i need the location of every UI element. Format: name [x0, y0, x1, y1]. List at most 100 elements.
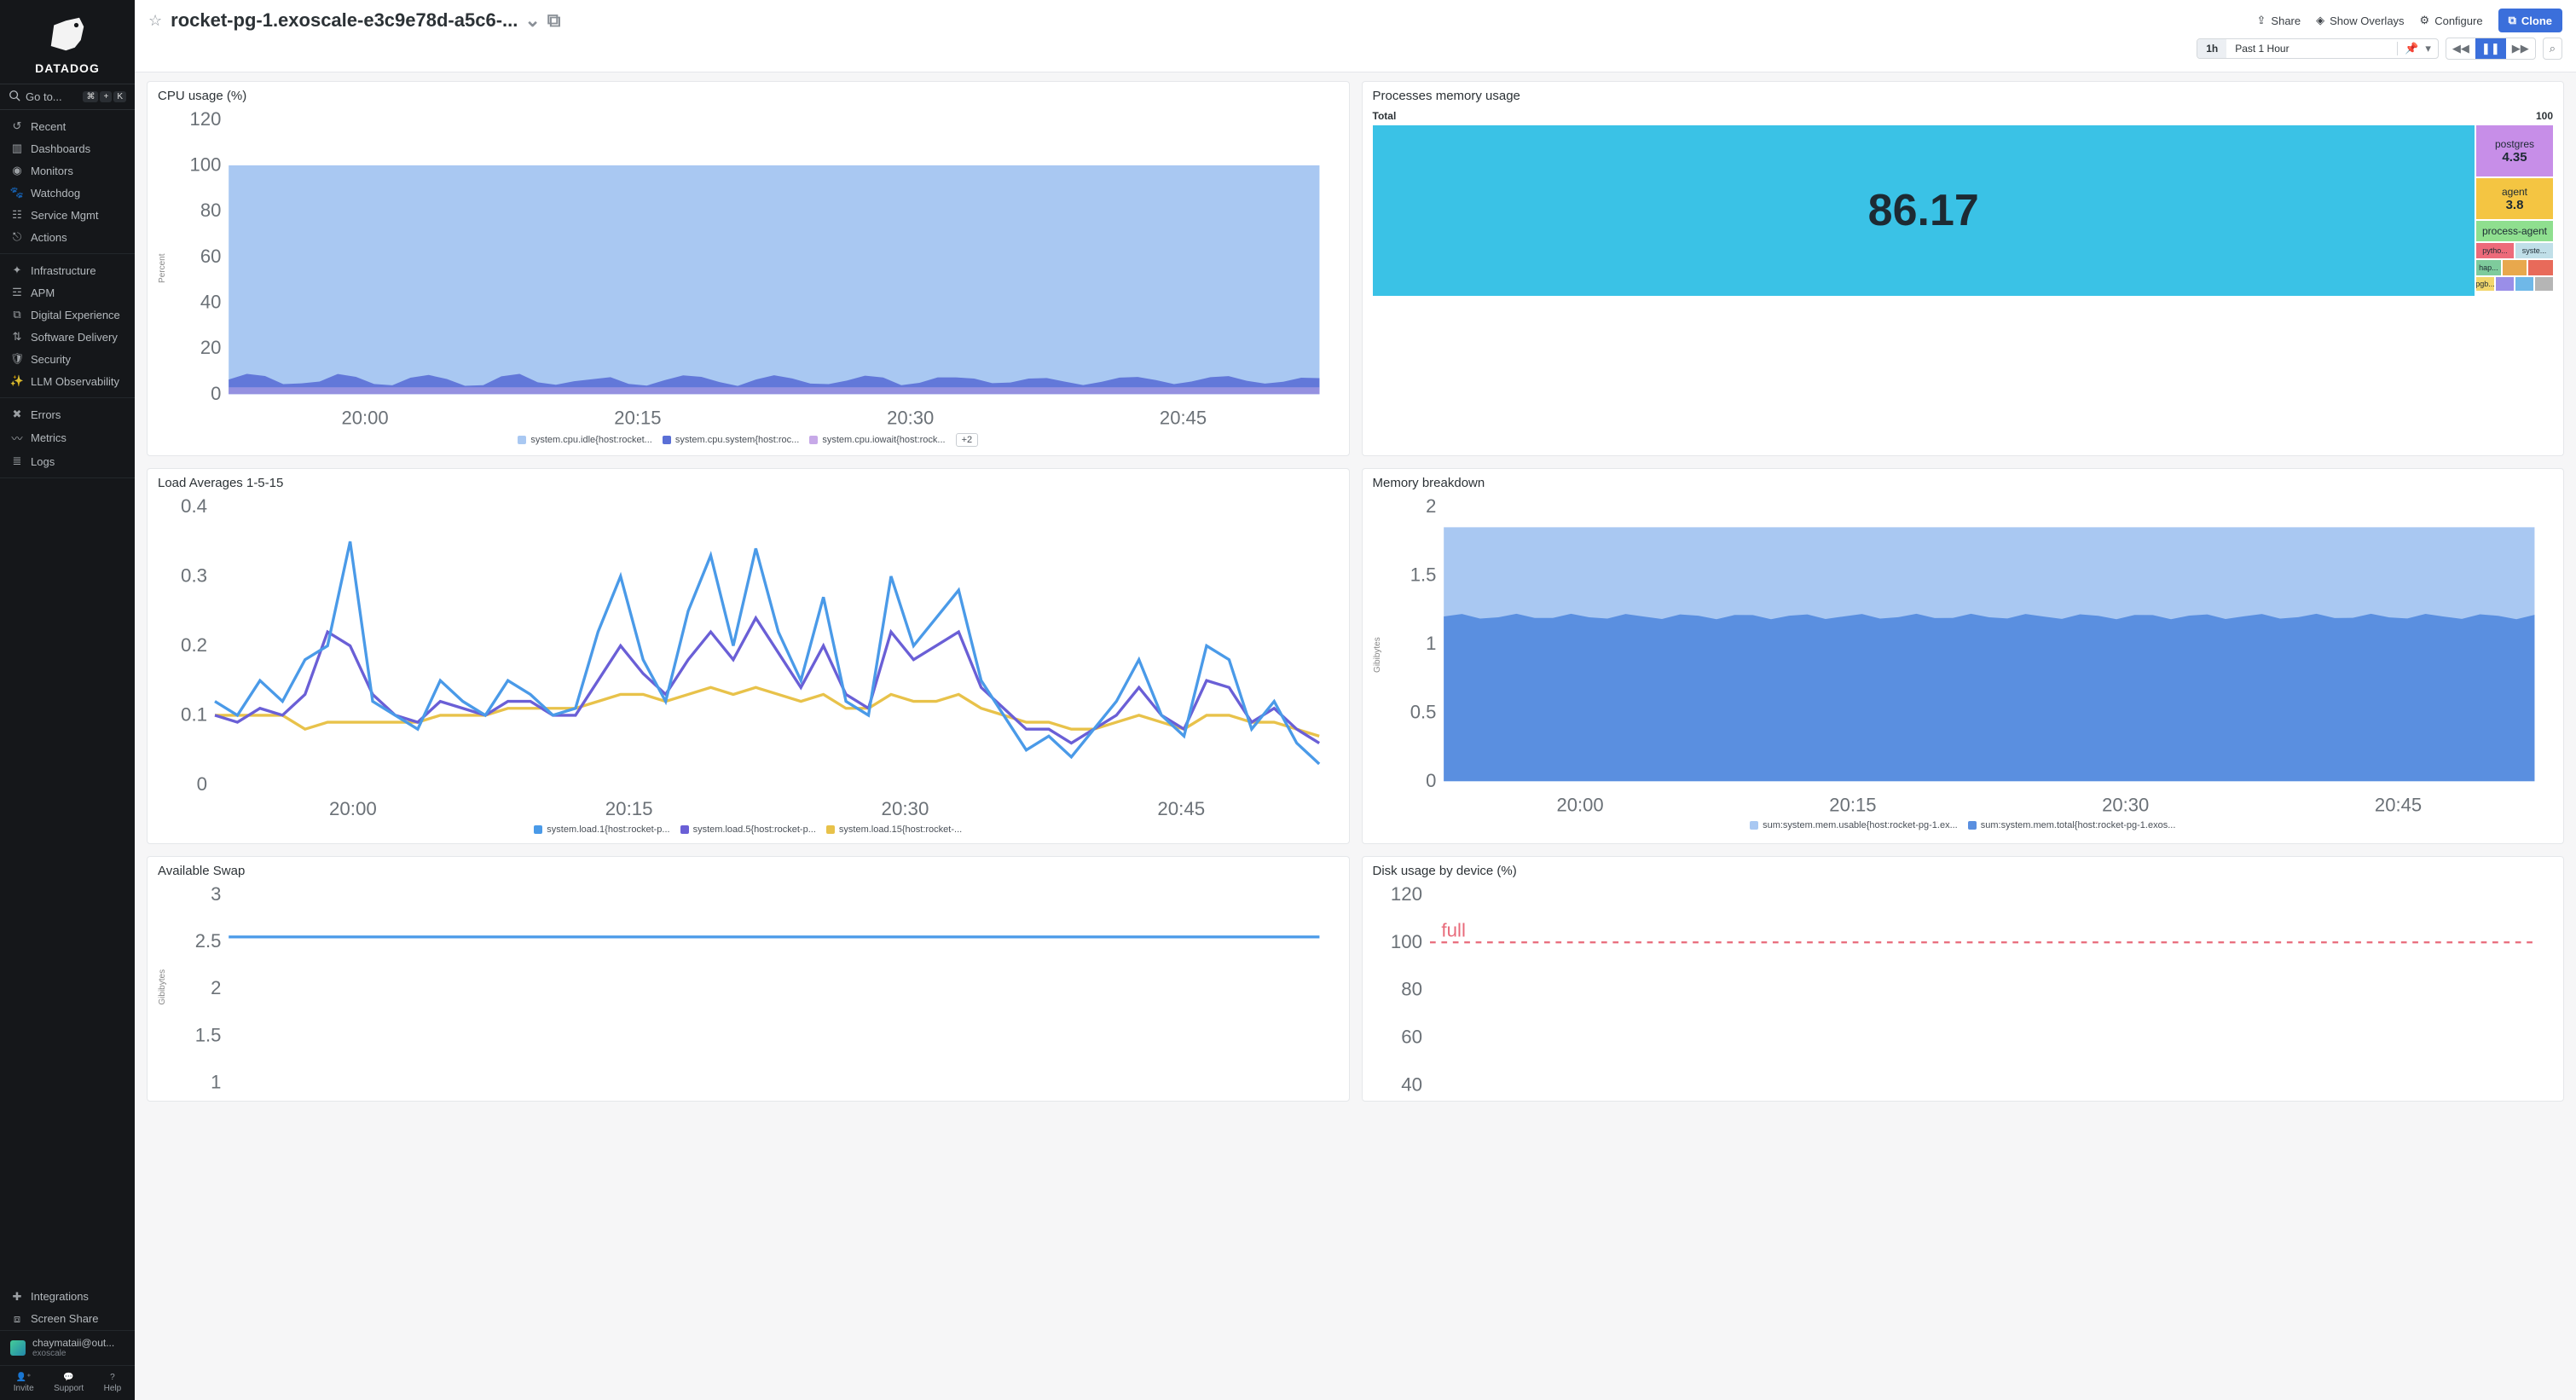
sidebar-item-label: APM: [31, 286, 55, 299]
support-icon: 💬: [63, 1373, 73, 1382]
share-button[interactable]: ⇪ Share: [2257, 14, 2301, 27]
svg-text:full: full: [1441, 919, 1466, 940]
svg-text:1: 1: [1426, 633, 1436, 654]
svg-text:20:30: 20:30: [882, 798, 929, 819]
treemap-cell[interactable]: [2503, 260, 2527, 275]
swap-chart[interactable]: 11.522.53: [172, 883, 1339, 1090]
pause-button[interactable]: ❚❚: [2475, 38, 2506, 59]
treemap-cell[interactable]: pgb...: [2476, 277, 2494, 291]
sidebar-item-integrations[interactable]: ✚ Integrations: [0, 1286, 135, 1308]
user-email: chaymataii@out...: [32, 1338, 114, 1349]
llm-icon: ✨: [10, 374, 24, 388]
treemap-cell[interactable]: [2528, 260, 2553, 275]
treemap[interactable]: 86.17 postgres4.35 agent3.8 process-agen…: [1373, 125, 2554, 296]
legend-item[interactable]: system.cpu.system{host:roc...: [663, 435, 800, 445]
disk-chart[interactable]: full406080100120: [1373, 883, 2554, 1093]
search-icon: [9, 90, 20, 104]
sidebar-item-label: Actions: [31, 231, 67, 244]
time-label[interactable]: Past 1 Hour: [2226, 39, 2397, 58]
zoom-button[interactable]: ⌕: [2543, 38, 2562, 60]
sidebar-item-infrastructure[interactable]: ✦ Infrastructure: [0, 259, 135, 281]
treemap-cell[interactable]: process-agent: [2476, 221, 2553, 241]
sidebar-item-recent[interactable]: ↺ Recent: [0, 115, 135, 137]
invite-button[interactable]: 👤⁺ Invite: [14, 1373, 34, 1393]
forward-button[interactable]: ▶▶: [2506, 38, 2535, 59]
treemap-cell[interactable]: syste...: [2515, 243, 2553, 258]
load-chart[interactable]: 00.10.20.30.420:0020:1520:3020:45: [158, 495, 1339, 819]
treemap-cell[interactable]: pytho...: [2476, 243, 2514, 258]
sidebar-item-label: Recent: [31, 120, 66, 133]
panel-title: Available Swap: [158, 864, 1339, 878]
sidebar-item-apm[interactable]: ☲ APM: [0, 281, 135, 304]
svg-text:0: 0: [1426, 770, 1436, 791]
y-axis-label: Gibibytes: [1373, 495, 1382, 815]
legend-item[interactable]: sum:system.mem.total{host:rocket-pg-1.ex…: [1968, 820, 2176, 830]
panel-title: Processes memory usage: [1373, 89, 2554, 103]
sidebar-item-security[interactable]: 🛡 Security: [0, 348, 135, 370]
svg-text:0.3: 0.3: [181, 565, 207, 587]
errors-icon: ✖: [10, 408, 24, 421]
rewind-button[interactable]: ◀◀: [2446, 38, 2475, 59]
treemap-cell[interactable]: [2496, 277, 2514, 291]
digital-icon: ⧉: [10, 308, 24, 321]
logo[interactable]: DATADOG: [0, 0, 135, 84]
treemap-cell[interactable]: postgres4.35: [2476, 125, 2553, 176]
clone-button[interactable]: ⧉ Clone: [2498, 9, 2562, 32]
actions-icon: ⎋: [10, 230, 24, 244]
support-button[interactable]: 💬 Support: [54, 1373, 84, 1393]
legend-item[interactable]: system.load.1{host:rocket-p...: [534, 824, 669, 835]
svg-text:20:00: 20:00: [1556, 794, 1603, 814]
time-picker[interactable]: 1h Past 1 Hour 📌 ▾: [2197, 38, 2439, 59]
star-icon[interactable]: ☆: [148, 12, 162, 30]
sidebar-item-metrics[interactable]: 〰 Metrics: [0, 425, 135, 450]
caret-down-icon[interactable]: ▾: [2425, 42, 2431, 55]
panel-title: Load Averages 1-5-15: [158, 476, 1339, 490]
cpu-chart[interactable]: 02040608010012020:0020:1520:3020:45: [172, 108, 1339, 428]
user-menu[interactable]: chaymataii@out... exoscale: [0, 1330, 135, 1365]
chevron-down-icon[interactable]: ⌄: [524, 9, 540, 32]
sidebar-item-service-mgmt[interactable]: ☷ Service Mgmt: [0, 204, 135, 226]
svg-text:20:00: 20:00: [342, 408, 389, 428]
sidebar-item-dashboards[interactable]: ▥ Dashboards: [0, 137, 135, 159]
sidebar-item-monitors[interactable]: ◉ Monitors: [0, 159, 135, 182]
configure-button[interactable]: ⚙ Configure: [2420, 14, 2483, 27]
copy-icon[interactable]: ⧉: [547, 9, 561, 32]
svg-text:20:45: 20:45: [1160, 408, 1207, 428]
sidebar-item-actions[interactable]: ⎋ Actions: [0, 226, 135, 248]
legend-item[interactable]: system.cpu.iowait{host:rock...: [809, 435, 945, 445]
watchdog-icon: 🐾: [10, 186, 24, 200]
legend-item[interactable]: sum:system.mem.usable{host:rocket-pg-1.e…: [1750, 820, 1958, 830]
clone-icon: ⧉: [2509, 14, 2516, 27]
sidebar-item-screen-share[interactable]: ⧈ Screen Share: [0, 1308, 135, 1330]
time-short[interactable]: 1h: [2197, 39, 2226, 58]
treemap-main-value: 86.17: [1868, 185, 1979, 236]
sidebar-item-digital-experience[interactable]: ⧉ Digital Experience: [0, 304, 135, 326]
sidebar-item-label: Monitors: [31, 165, 73, 177]
panel-title: Disk usage by device (%): [1373, 864, 2554, 878]
screenshare-icon: ⧈: [10, 1312, 24, 1326]
sidebar-item-software-delivery[interactable]: ⇅ Software Delivery: [0, 326, 135, 348]
sidebar-item-watchdog[interactable]: 🐾 Watchdog: [0, 182, 135, 204]
mem-chart[interactable]: 00.511.5220:0020:1520:3020:45: [1387, 495, 2554, 815]
svg-text:1: 1: [211, 1071, 221, 1090]
treemap-cell[interactable]: hap...: [2476, 260, 2501, 275]
global-search[interactable]: Go to... ⌘+K: [0, 84, 135, 110]
overlays-button[interactable]: ◈ Show Overlays: [2316, 14, 2404, 27]
svg-text:0.2: 0.2: [181, 634, 207, 656]
treemap-cell[interactable]: [2535, 277, 2553, 291]
sidebar-item-errors[interactable]: ✖ Errors: [0, 403, 135, 425]
sidebar-item-llm-observability[interactable]: ✨ LLM Observability: [0, 370, 135, 392]
sidebar-item-label: Watchdog: [31, 187, 80, 200]
legend-item[interactable]: system.load.5{host:rocket-p...: [680, 824, 816, 835]
legend-item[interactable]: system.load.15{host:rocket-...: [826, 824, 962, 835]
metrics-icon: 〰: [10, 430, 24, 446]
legend-more[interactable]: +2: [956, 433, 979, 447]
legend-item[interactable]: system.cpu.idle{host:rocket...: [518, 435, 651, 445]
treemap-cell[interactable]: agent3.8: [2476, 178, 2553, 219]
help-button[interactable]: ? Help: [104, 1373, 122, 1393]
treemap-main-cell[interactable]: 86.17: [1373, 125, 2475, 296]
pin-icon[interactable]: 📌: [2405, 42, 2418, 55]
sidebar-item-logs[interactable]: ≣ Logs: [0, 450, 135, 472]
treemap-cell[interactable]: [2515, 277, 2533, 291]
svg-text:20:15: 20:15: [605, 798, 653, 819]
